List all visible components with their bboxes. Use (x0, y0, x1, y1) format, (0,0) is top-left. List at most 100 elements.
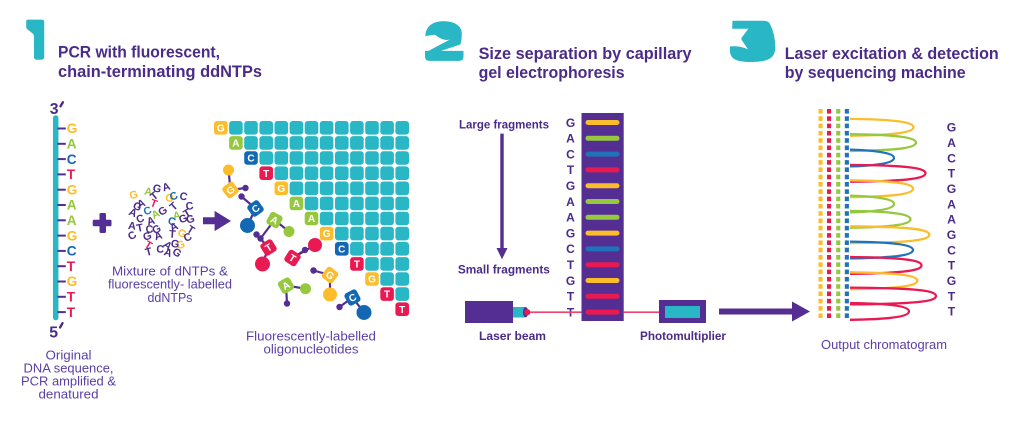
svg-text:G: G (217, 123, 225, 134)
svg-text:A: A (947, 213, 956, 227)
svg-text:A: A (566, 132, 575, 146)
svg-text:T: T (67, 305, 76, 320)
svg-text:A: A (143, 186, 153, 199)
svg-text:Mixture of dNTPs &: Mixture of dNTPs & (112, 265, 229, 279)
svg-text:T: T (169, 228, 177, 241)
svg-text:G: G (566, 116, 575, 130)
svg-text:G: G (185, 213, 197, 227)
svg-text:A: A (947, 197, 956, 211)
svg-text:A: A (293, 199, 300, 210)
svg-text:A: A (67, 198, 77, 213)
svg-text:C: C (566, 242, 575, 256)
svg-text:3: 3 (50, 101, 59, 118)
svg-text:A: A (268, 214, 280, 227)
svg-text:T: T (384, 290, 390, 301)
svg-text:G: G (67, 228, 78, 243)
svg-text:G: G (175, 238, 187, 252)
svg-text:T: T (567, 258, 575, 272)
svg-text:G: G (152, 182, 163, 195)
svg-text:A: A (232, 139, 239, 150)
svg-text:A: A (161, 181, 172, 195)
svg-text:T: T (144, 246, 154, 259)
svg-text:C: C (947, 151, 956, 165)
svg-text:T: T (263, 169, 269, 180)
svg-text:A: A (127, 220, 136, 233)
svg-text:T: T (567, 290, 575, 304)
svg-text:PCR with fluorescent,: PCR with fluorescent, (58, 43, 220, 62)
svg-text:A: A (308, 214, 315, 225)
svg-text:C: C (156, 243, 165, 256)
svg-text:5: 5 (49, 324, 58, 341)
svg-text:G: G (947, 182, 956, 196)
svg-text:A: A (566, 195, 575, 209)
svg-text:T: T (399, 305, 405, 316)
svg-text:A: A (172, 210, 182, 223)
svg-text:C: C (347, 292, 359, 305)
svg-text:C: C (338, 244, 345, 255)
svg-text:C: C (67, 244, 77, 259)
svg-text:fluorescently- labelled: fluorescently- labelled (108, 278, 232, 292)
svg-text:DNA sequence,: DNA sequence, (24, 362, 114, 376)
svg-text:G: G (170, 238, 180, 251)
svg-text:C: C (135, 212, 146, 226)
svg-text:G: G (141, 230, 153, 244)
svg-text:A: A (146, 215, 157, 229)
svg-text:G: G (128, 189, 139, 203)
svg-text:T: T (286, 253, 297, 266)
svg-text:oligonucleotides: oligonucleotides (264, 343, 359, 357)
svg-text:G: G (67, 182, 78, 197)
svg-text:T: T (948, 289, 956, 303)
svg-text:chain-terminating ddNTPs: chain-terminating ddNTPs (58, 62, 262, 81)
svg-text:A: A (947, 136, 956, 150)
svg-text:A: A (67, 213, 77, 228)
svg-text:Size separation by capillary: Size separation by capillary (479, 44, 693, 63)
svg-text:C: C (142, 204, 154, 218)
svg-text:Laser beam: Laser beam (479, 329, 546, 343)
svg-text:A: A (281, 280, 293, 293)
svg-text:Large fragments: Large fragments (459, 117, 549, 131)
svg-text:T: T (948, 259, 956, 273)
svg-text:G: G (947, 228, 956, 242)
svg-text:G: G (67, 121, 78, 136)
svg-text:T: T (67, 259, 76, 274)
svg-text:denatured: denatured (39, 388, 99, 402)
svg-text:A: A (566, 211, 575, 225)
svg-text:T: T (136, 222, 145, 235)
svg-text:G: G (177, 212, 189, 226)
svg-text:Output chromatogram: Output chromatogram (821, 338, 947, 352)
svg-text:C: C (247, 154, 254, 165)
svg-text:T: T (264, 242, 275, 255)
svg-text:G: G (323, 229, 331, 240)
svg-text:T: T (948, 167, 956, 181)
svg-text:C: C (145, 224, 153, 236)
svg-text:G: G (947, 274, 956, 288)
svg-text:C: C (67, 152, 77, 167)
svg-text:C: C (167, 215, 177, 228)
svg-text:T: T (148, 197, 159, 211)
svg-text:Fluorescently-labelled: Fluorescently-labelled (246, 330, 376, 344)
svg-text:T: T (67, 167, 76, 182)
svg-text:T: T (67, 290, 76, 305)
svg-text:A: A (153, 229, 164, 243)
svg-text:G: G (164, 192, 175, 206)
svg-text:T: T (948, 305, 956, 319)
svg-text:T: T (354, 260, 360, 271)
svg-text:G: G (566, 226, 575, 240)
svg-text:PCR amplified &: PCR amplified & (21, 375, 117, 389)
svg-text:Original: Original (46, 349, 92, 363)
svg-text:C: C (178, 190, 189, 204)
svg-text:G: G (368, 275, 376, 286)
svg-text:gel electrophoresis: gel electrophoresis (479, 63, 625, 82)
svg-text:Small fragments: Small fragments (458, 263, 550, 277)
svg-text:A: A (67, 137, 77, 152)
svg-text:C: C (947, 243, 956, 257)
svg-text:G: G (67, 274, 78, 289)
svg-text:T: T (567, 163, 575, 177)
svg-text:G: G (566, 274, 575, 288)
svg-text:G: G (947, 121, 956, 135)
svg-text:A: A (162, 246, 174, 260)
svg-text:G: G (566, 179, 575, 193)
svg-text:G: G (277, 184, 285, 195)
svg-text:Photomultiplier: Photomultiplier (640, 329, 726, 343)
svg-text:Laser excitation & detection: Laser excitation & detection (785, 44, 999, 63)
